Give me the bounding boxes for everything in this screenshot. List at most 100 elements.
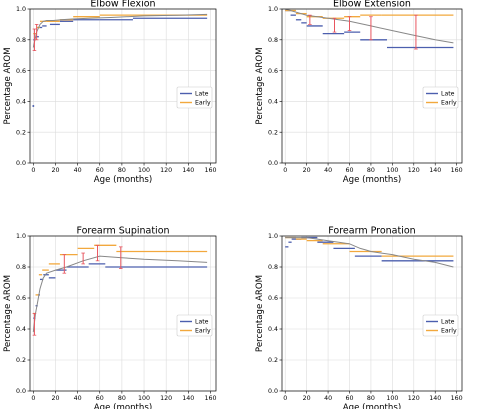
trend-line bbox=[285, 237, 454, 268]
x-tick-label: 100 bbox=[386, 395, 398, 402]
x-tick-label: 20 bbox=[51, 395, 59, 402]
legend-label: Late bbox=[195, 91, 209, 98]
y-tick-label: 0.6 bbox=[268, 68, 278, 75]
x-tick-label: 160 bbox=[204, 167, 216, 174]
x-tick-label: 120 bbox=[160, 167, 172, 174]
chart-panel: 0 20 40 60 80 100 120 140 160 0.0 0.2 0.4 0.6 0.8 1.0 F… bbox=[255, 226, 463, 409]
y-tick-label: 0.6 bbox=[16, 68, 26, 75]
legend-label: Early bbox=[441, 100, 457, 107]
x-tick-label: 120 bbox=[408, 395, 420, 402]
x-tick-label: 140 bbox=[429, 395, 441, 402]
plot-area bbox=[30, 236, 216, 391]
x-tick-label: 120 bbox=[408, 167, 420, 174]
y-tick-label: 0.0 bbox=[16, 388, 26, 395]
x-tick-label: 80 bbox=[367, 395, 375, 402]
x-tick-label: 20 bbox=[303, 167, 311, 174]
plot-area bbox=[30, 9, 216, 163]
y-tick-label: 1.0 bbox=[16, 233, 26, 240]
chart-title: Forearm Pronation bbox=[328, 226, 415, 237]
x-tick-label: 160 bbox=[451, 395, 463, 402]
y-tick-label: 0.2 bbox=[268, 129, 278, 136]
y-tick-label: 0.4 bbox=[268, 326, 278, 333]
y-tick-label: 1.0 bbox=[16, 6, 26, 13]
x-tick-label: 40 bbox=[324, 167, 332, 174]
x-tick-label: 120 bbox=[160, 395, 172, 402]
x-tick-label: 40 bbox=[74, 395, 82, 402]
legend: Late Early bbox=[422, 314, 459, 337]
x-tick-label: 160 bbox=[451, 167, 463, 174]
y-tick-label: 0.4 bbox=[268, 99, 278, 106]
legend-label: Late bbox=[441, 319, 455, 326]
chart-title: Elbow Flexion bbox=[90, 0, 155, 10]
data-layer bbox=[285, 236, 454, 268]
x-tick-label: 20 bbox=[303, 395, 311, 402]
x-tick-label: 60 bbox=[96, 167, 104, 174]
x-tick-label: 80 bbox=[367, 167, 375, 174]
plot-area bbox=[282, 9, 462, 163]
x-tick-label: 0 bbox=[283, 395, 287, 402]
y-tick-label: 0.8 bbox=[16, 264, 26, 271]
legend: Late Early bbox=[176, 314, 213, 337]
x-tick-label: 100 bbox=[138, 395, 150, 402]
y-tick-label: 0.2 bbox=[16, 357, 26, 364]
legend-label: Early bbox=[195, 100, 211, 107]
axes-frame bbox=[29, 235, 217, 392]
x-tick-label: 40 bbox=[74, 167, 82, 174]
trend-line bbox=[285, 9, 454, 44]
y-axis-label: Percentage AROM bbox=[3, 47, 13, 124]
x-axis-label: Age (months) bbox=[343, 403, 401, 409]
legend-label: Late bbox=[441, 91, 455, 98]
chart-panel: 0 20 40 60 80 100 120 140 160 0.0 0.2 0.4 0.6 0.8 1.0 E… bbox=[255, 0, 463, 185]
y-tick-label: 0.0 bbox=[16, 160, 26, 167]
y-tick-label: 0.4 bbox=[16, 99, 26, 106]
x-tick-label: 0 bbox=[31, 167, 35, 174]
legend-label: Late bbox=[195, 319, 209, 326]
y-tick-label: 0.8 bbox=[268, 37, 278, 44]
y-tick-label: 0.2 bbox=[16, 129, 26, 136]
trend-line bbox=[32, 13, 208, 48]
y-tick-label: 0.0 bbox=[268, 388, 278, 395]
y-tick-label: 0.4 bbox=[16, 326, 26, 333]
legend-label: Early bbox=[195, 328, 211, 335]
data-layer bbox=[285, 9, 454, 50]
trend-line bbox=[32, 255, 208, 333]
x-tick-label: 60 bbox=[345, 395, 353, 402]
chart-title: Forearm Supination bbox=[76, 226, 169, 237]
x-tick-label: 140 bbox=[429, 167, 441, 174]
y-tick-label: 0.6 bbox=[268, 295, 278, 302]
x-tick-label: 100 bbox=[386, 167, 398, 174]
x-tick-label: 0 bbox=[283, 167, 287, 174]
y-tick-label: 0.8 bbox=[268, 264, 278, 271]
legend-label: Early bbox=[441, 328, 457, 335]
y-tick-label: 0.6 bbox=[16, 295, 26, 302]
x-tick-label: 0 bbox=[31, 395, 35, 402]
x-tick-label: 140 bbox=[182, 395, 194, 402]
chart-panel: 0 20 40 60 80 100 120 140 160 0.0 0.2 0.4 0.6 0.8 1.0 F… bbox=[3, 226, 216, 409]
legend: Late Early bbox=[176, 86, 213, 109]
y-tick-label: 0.0 bbox=[268, 160, 278, 167]
x-tick-label: 60 bbox=[96, 395, 104, 402]
chart-panel: 0 20 40 60 80 100 120 140 160 0.0 0.2 0.4 0.6 0.8 1.0 E… bbox=[3, 0, 216, 185]
data-layer bbox=[32, 13, 208, 108]
y-axis-label: Percentage AROM bbox=[3, 275, 13, 352]
x-tick-label: 80 bbox=[118, 395, 126, 402]
axes-frame bbox=[29, 8, 217, 164]
y-tick-label: 1.0 bbox=[268, 6, 278, 13]
y-axis-label: Percentage AROM bbox=[255, 275, 265, 352]
y-tick-label: 0.8 bbox=[16, 37, 26, 44]
x-axis-label: Age (months) bbox=[94, 175, 152, 185]
y-tick-label: 1.0 bbox=[268, 233, 278, 240]
y-tick-label: 0.2 bbox=[268, 357, 278, 364]
chart-title: Elbow Extension bbox=[333, 0, 411, 10]
x-tick-label: 40 bbox=[324, 395, 332, 402]
axes-frame bbox=[281, 8, 463, 164]
x-axis-label: Age (months) bbox=[343, 175, 401, 185]
x-axis-label: Age (months) bbox=[94, 403, 152, 409]
legend: Late Early bbox=[422, 86, 459, 109]
y-axis-label: Percentage AROM bbox=[255, 47, 265, 124]
axes-frame bbox=[281, 235, 463, 392]
x-tick-label: 20 bbox=[51, 167, 59, 174]
x-tick-label: 60 bbox=[345, 167, 353, 174]
x-tick-label: 160 bbox=[204, 395, 216, 402]
